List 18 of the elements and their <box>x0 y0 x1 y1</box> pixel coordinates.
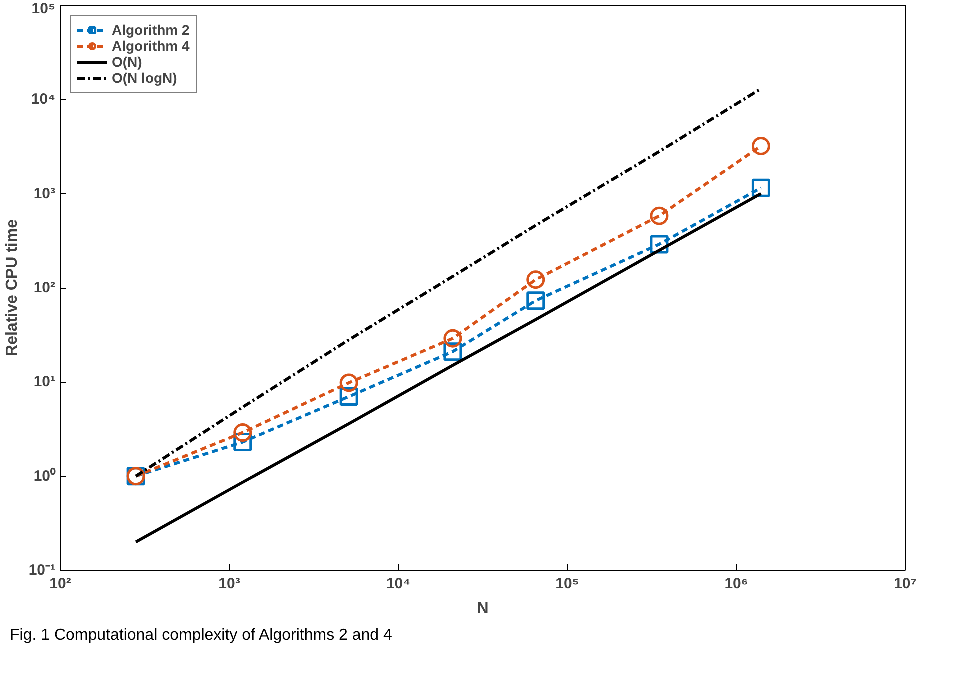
y-tick-label: 10¹ <box>34 374 56 391</box>
x-tick-label: 10⁶ <box>724 576 748 592</box>
x-tick-label: 10³ <box>218 576 240 592</box>
caption: Fig. 1 Computational complexity of Algorithms 2 and 4 <box>10 626 392 646</box>
y-tick-label: 10³ <box>34 185 56 202</box>
y-tick-label: 10⁵ <box>32 0 56 18</box>
x-axis-title: N <box>477 600 489 618</box>
y-tick-label: 10² <box>34 280 56 296</box>
y-tick-label: 10⁴ <box>31 91 56 108</box>
legend-label: Algorithm 4 <box>112 38 190 54</box>
legend-label: O(N logN) <box>112 70 178 86</box>
x-tick-label: 10⁷ <box>894 576 917 592</box>
x-tick-label: 10⁴ <box>386 576 411 592</box>
y-tick-label: 10⁰ <box>34 466 56 485</box>
y-axis-title: Relative CPU time <box>4 219 21 356</box>
legend-label: O(N) <box>112 54 142 70</box>
x-tick-label: 10⁵ <box>556 576 580 592</box>
legend-label: Algorithm 2 <box>112 22 190 38</box>
